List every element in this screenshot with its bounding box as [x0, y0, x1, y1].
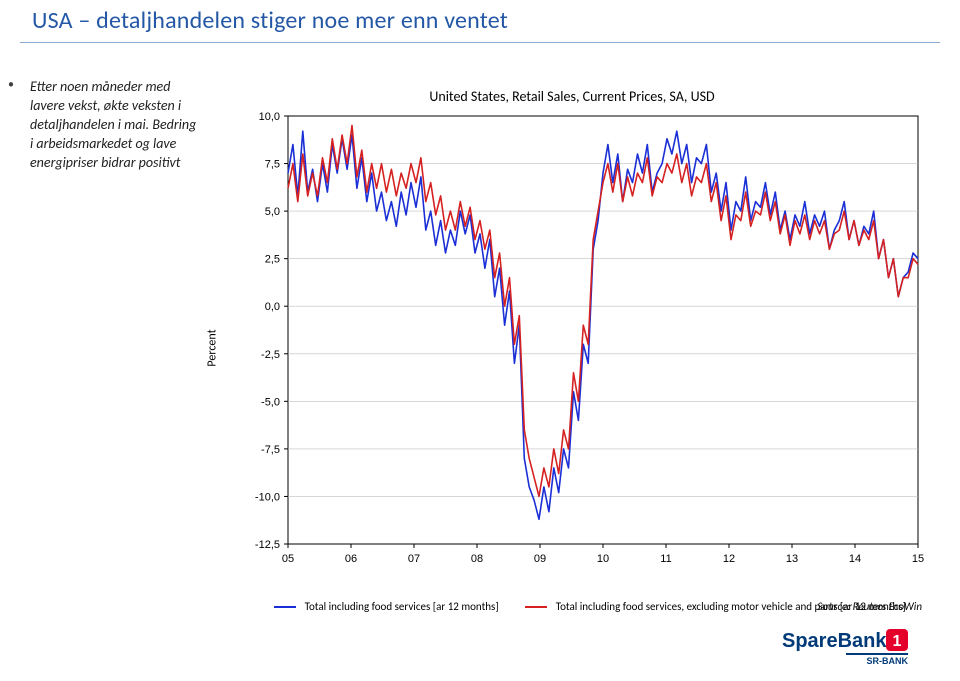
- svg-text:2,5: 2,5: [265, 254, 280, 266]
- bank-logo: SpareBank 1 SR-BANK: [782, 625, 932, 665]
- yaxis-label: Percent: [206, 329, 220, 366]
- svg-text:0,0: 0,0: [265, 301, 280, 313]
- logo-badge-text: 1: [893, 633, 902, 650]
- svg-text:-5,0: -5,0: [261, 396, 280, 408]
- legend-swatch-exmotor: [525, 606, 547, 608]
- svg-text:13: 13: [786, 553, 798, 565]
- svg-text:-12,5: -12,5: [255, 539, 280, 551]
- svg-text:11: 11: [660, 553, 671, 565]
- svg-text:10: 10: [597, 553, 609, 565]
- legend-swatch-total: [274, 606, 296, 608]
- svg-text:09: 09: [534, 553, 546, 565]
- legend-item-total: Total including food services [ar 12 mon…: [274, 599, 499, 614]
- svg-text:08: 08: [471, 553, 483, 565]
- svg-text:05: 05: [282, 553, 294, 565]
- svg-text:12: 12: [723, 553, 735, 565]
- logo-svg: SpareBank 1 SR-BANK: [782, 625, 932, 665]
- chart-source: Source: Reuters EcoWin: [817, 599, 922, 614]
- svg-text:5,0: 5,0: [265, 206, 280, 218]
- page-title: USA – detaljhandelen stiger noe mer enn …: [32, 6, 508, 35]
- chart-legend: Total including food services [ar 12 mon…: [248, 599, 932, 614]
- chart-title: United States, Retail Sales, Current Pri…: [212, 88, 932, 105]
- svg-text:15: 15: [912, 553, 924, 565]
- svg-text:07: 07: [408, 553, 420, 565]
- svg-text:06: 06: [345, 553, 357, 565]
- title-underline: [20, 42, 940, 43]
- svg-text:-7,5: -7,5: [261, 444, 280, 456]
- chart-canvas: 10,0 7,5 5,0 2,5 0,0 -2,5 -5,0 -7,5 -10,0 -12,505…: [248, 108, 928, 578]
- legend-label-total: Total including food services [ar 12 mon…: [305, 600, 499, 613]
- logo-text: SpareBank: [782, 630, 887, 652]
- svg-text:7,5: 7,5: [265, 159, 280, 171]
- bullet-point: •: [8, 78, 14, 92]
- svg-text:-2,5: -2,5: [261, 349, 280, 361]
- sidebar-commentary: Etter noen måneder med lavere vekst, økt…: [30, 78, 200, 172]
- retail-sales-chart: United States, Retail Sales, Current Pri…: [212, 68, 932, 628]
- svg-text:-10,0: -10,0: [255, 491, 280, 503]
- slide-page: USA – detaljhandelen stiger noe mer enn …: [0, 0, 960, 681]
- svg-text:14: 14: [849, 553, 861, 565]
- logo-subtext: SR-BANK: [867, 656, 909, 665]
- svg-text:10,0: 10,0: [259, 111, 280, 123]
